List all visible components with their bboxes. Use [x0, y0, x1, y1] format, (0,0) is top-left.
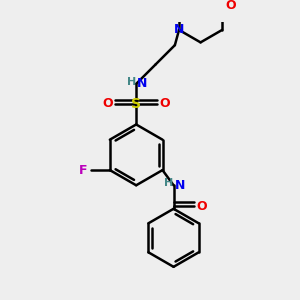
Text: N: N: [174, 23, 184, 37]
Text: N: N: [137, 77, 147, 90]
Text: N: N: [175, 179, 185, 192]
Text: S: S: [131, 97, 141, 111]
Text: O: O: [102, 97, 113, 110]
Text: O: O: [197, 200, 207, 212]
Text: F: F: [79, 164, 88, 177]
Text: O: O: [225, 0, 236, 12]
Text: H: H: [164, 178, 173, 188]
Text: O: O: [159, 97, 170, 110]
Text: H: H: [127, 77, 136, 88]
